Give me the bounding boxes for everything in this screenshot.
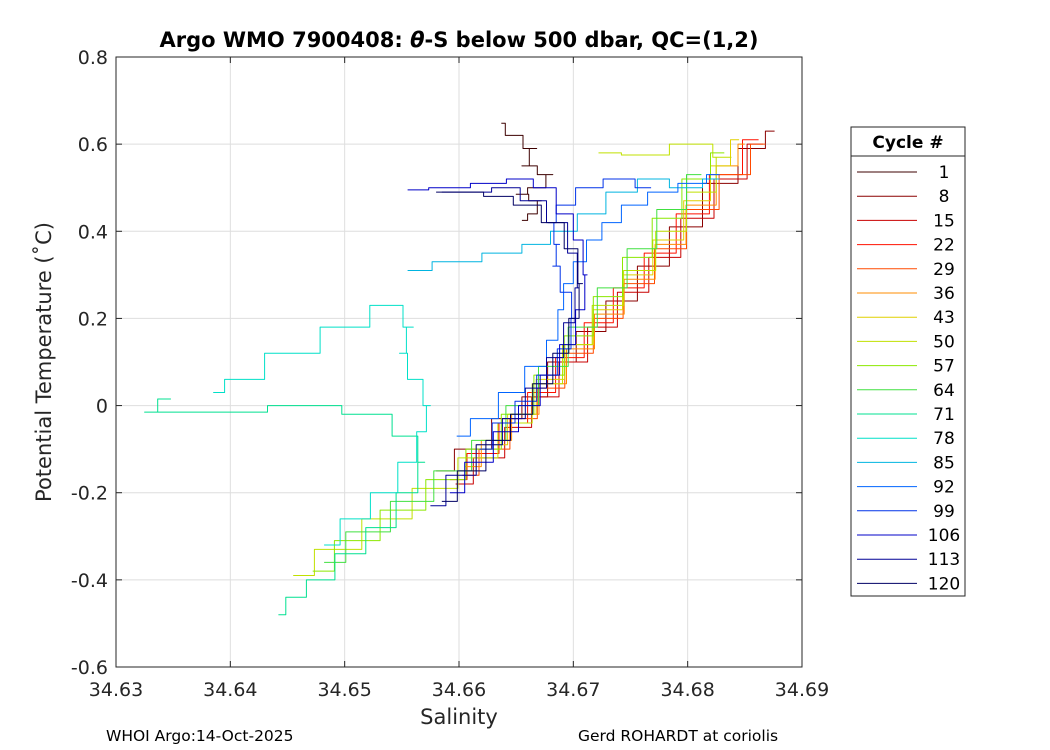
series-line-cycle-120 — [436, 191, 583, 502]
legend-label-cycle-106: 106 — [928, 526, 960, 546]
series-line-cycle-92 — [456, 174, 720, 437]
x-tick-label: 34.65 — [317, 679, 371, 701]
y-tick-label: 0 — [96, 396, 108, 418]
y-tick-label: 0.8 — [78, 47, 108, 69]
legend-items: 1 8 15 22 29 36 43 50 57 64 71 78 85 92 99 106 113 120 — [857, 163, 960, 594]
legend: Cycle # 18152229364350576471788592991061… — [850, 126, 966, 597]
series-line-cycle-71 — [144, 398, 426, 616]
series-line-cycle-15 — [455, 143, 764, 485]
y-axis-ticks: -0.6 -0.4 -0.2 0 0.2 0.4 0.6 0.8 — [71, 47, 802, 679]
y-tick-label: -0.2 — [71, 483, 108, 505]
series-line-cycle-99 — [479, 178, 652, 450]
series-line-cycle-113 — [430, 187, 580, 507]
legend-label-cycle-36: 36 — [933, 284, 955, 304]
series-line-cycle-106 — [407, 178, 588, 494]
y-tick-label: -0.4 — [71, 570, 108, 592]
series-line-cycle-85 — [407, 178, 720, 271]
x-tick-label: 34.64 — [203, 679, 257, 701]
legend-label-cycle-29: 29 — [933, 260, 955, 280]
legend-label-cycle-99: 99 — [933, 502, 955, 522]
series-line-cycle-78 — [213, 304, 431, 546]
y-tick-label: 0.2 — [78, 308, 108, 330]
footer-left: WHOI Argo:14-Oct-2025 — [106, 727, 294, 745]
y-tick-label: 0.6 — [78, 134, 108, 156]
legend-label-cycle-1: 1 — [939, 163, 950, 183]
legend-label-cycle-85: 85 — [933, 453, 955, 473]
x-tick-label: 34.63 — [89, 679, 143, 701]
legend-label-cycle-71: 71 — [933, 405, 955, 425]
x-axis-ticks: 34.63 34.64 34.65 34.66 34.67 34.68 34.69 — [89, 57, 829, 701]
chart-title: Argo WMO 7900408: θ-S below 500 dbar, QC… — [159, 28, 758, 52]
series-line-cycle-64 — [324, 174, 702, 563]
y-tick-label: -0.6 — [71, 657, 108, 679]
legend-label-cycle-50: 50 — [933, 332, 955, 352]
x-axis-label: Salinity — [420, 705, 498, 729]
series-lines — [144, 122, 775, 616]
series-line-cycle-50 — [293, 143, 732, 576]
x-tick-label: 34.69 — [775, 679, 829, 701]
series-line-cycle-1 — [501, 122, 554, 221]
footer-right: Gerd ROHARDT at coriolis — [578, 727, 778, 745]
legend-label-cycle-15: 15 — [933, 211, 955, 231]
legend-label-cycle-120: 120 — [928, 574, 960, 594]
y-tick-label: 0.4 — [78, 221, 108, 243]
legend-label-cycle-22: 22 — [933, 236, 955, 256]
x-tick-label: 34.66 — [432, 679, 486, 701]
x-tick-label: 34.67 — [546, 679, 600, 701]
legend-label-cycle-92: 92 — [933, 478, 955, 498]
x-tick-label: 34.68 — [660, 679, 714, 701]
legend-box — [850, 126, 966, 597]
legend-label-cycle-8: 8 — [939, 187, 950, 207]
legend-label-cycle-64: 64 — [933, 381, 955, 401]
legend-label-cycle-43: 43 — [933, 308, 955, 328]
legend-label-cycle-113: 113 — [928, 550, 960, 570]
legend-label-cycle-78: 78 — [933, 429, 955, 449]
legend-title: Cycle # — [872, 133, 943, 153]
legend-label-cycle-57: 57 — [933, 357, 955, 377]
y-axis-label: Potential Temperature (˚C) — [32, 222, 56, 502]
